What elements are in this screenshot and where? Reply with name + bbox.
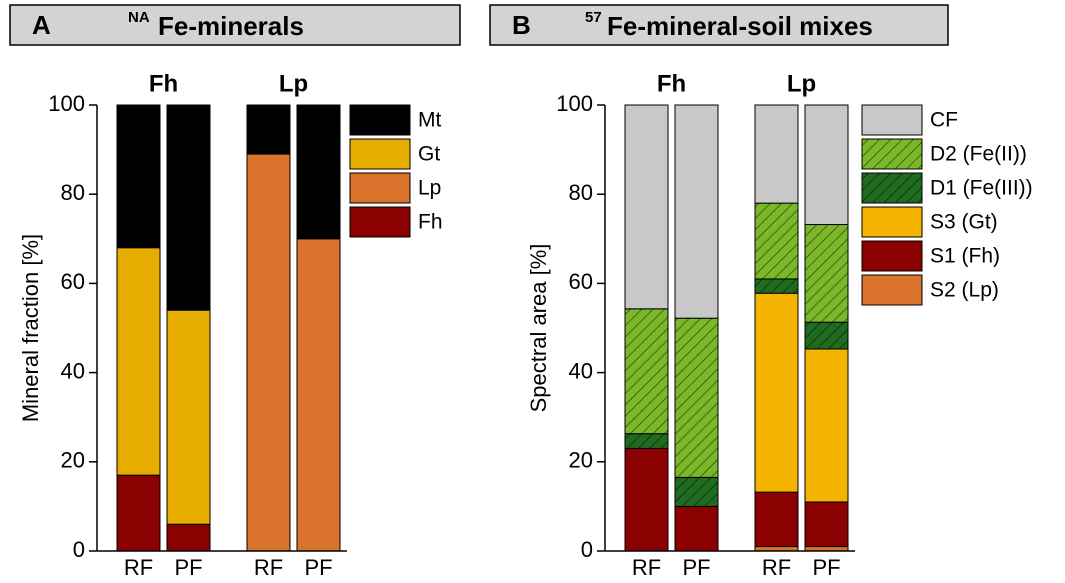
bar-hatch: [625, 433, 668, 449]
x-tick-label: RF: [254, 555, 283, 580]
legend-swatch: [349, 172, 411, 204]
x-tick-label: PF: [812, 555, 840, 580]
legend-label: S1 (Fh): [930, 245, 1000, 268]
bar-segment: [116, 104, 161, 249]
y-tick-label: 20: [569, 448, 593, 473]
bar-segment: [804, 501, 849, 548]
bar-segment: [754, 491, 799, 548]
panel-header: [489, 4, 949, 46]
panel-label: B: [512, 10, 531, 40]
x-tick-label: RF: [762, 555, 791, 580]
bar-segment: [804, 348, 849, 503]
y-tick-label: 80: [569, 180, 593, 205]
y-tick-label: 60: [569, 269, 593, 294]
title-superscript: 57: [585, 9, 602, 26]
x-tick-label: PF: [304, 555, 332, 580]
y-tick-label: 0: [581, 537, 593, 562]
bar-segment: [166, 104, 211, 311]
legend-label: Mt: [418, 109, 441, 132]
y-tick-label: 0: [73, 537, 85, 562]
bar-hatch: [805, 224, 848, 323]
bar-segment: [804, 104, 849, 226]
bar-segment: [116, 474, 161, 552]
panel-label: A: [32, 10, 51, 40]
bar-segment: [166, 523, 211, 552]
y-tick-label: 40: [61, 358, 85, 383]
legend-hatch: [862, 173, 922, 203]
bar-hatch: [805, 322, 848, 349]
x-tick-label: RF: [124, 555, 153, 580]
y-tick-label: 100: [48, 91, 85, 116]
bar-hatch: [755, 278, 798, 294]
x-tick-label: RF: [632, 555, 661, 580]
legend-label: D2 (Fe(II)): [930, 143, 1027, 166]
title-superscript: NA: [128, 9, 150, 26]
panel-title: Fe-minerals: [158, 11, 304, 41]
bar-segment: [296, 238, 341, 552]
y-tick-label: 40: [569, 358, 593, 383]
bar-segment: [246, 104, 291, 155]
legend-label: S3 (Gt): [930, 211, 998, 234]
bar-segment: [674, 104, 719, 319]
legend-label: D1 (Fe(III)): [930, 177, 1033, 200]
bar-segment: [674, 505, 719, 552]
group-label: Fh: [657, 70, 686, 97]
group-label: Lp: [279, 70, 308, 97]
legend-swatch: [861, 206, 923, 238]
bar-segment: [624, 104, 669, 310]
bar-segment: [754, 292, 799, 493]
y-tick-label: 20: [61, 448, 85, 473]
y-tick-label: 100: [556, 91, 593, 116]
group-label: Lp: [787, 70, 816, 97]
legend-swatch: [349, 104, 411, 136]
legend-swatch: [349, 206, 411, 238]
legend-label: Fh: [418, 211, 443, 234]
bar-hatch: [625, 308, 668, 434]
y-axis-title: Spectral area [%]: [526, 244, 551, 413]
legend-swatch: [861, 104, 923, 136]
y-tick-label: 80: [61, 180, 85, 205]
bar-segment: [624, 447, 669, 552]
y-axis-title: Mineral fraction [%]: [18, 234, 43, 422]
legend-swatch: [861, 274, 923, 306]
bar-segment: [116, 247, 161, 476]
legend-label: CF: [930, 109, 958, 132]
panel-title: Fe-mineral-soil mixes: [607, 11, 873, 41]
legend-hatch: [862, 139, 922, 169]
legend-swatch: [349, 138, 411, 170]
group-label: Fh: [149, 70, 178, 97]
legend-label: Gt: [418, 143, 440, 166]
x-tick-label: PF: [682, 555, 710, 580]
x-tick-label: PF: [174, 555, 202, 580]
bar-segment: [296, 104, 341, 240]
bar-segment: [246, 153, 291, 552]
panel-header: [9, 4, 461, 46]
legend-label: S2 (Lp): [930, 279, 999, 302]
bar-segment: [166, 309, 211, 525]
legend-swatch: [861, 240, 923, 272]
bar-segment: [754, 104, 799, 204]
bar-hatch: [675, 477, 718, 507]
bar-hatch: [755, 203, 798, 279]
y-tick-label: 60: [61, 269, 85, 294]
legend-label: Lp: [418, 177, 441, 200]
bar-hatch: [675, 318, 718, 478]
